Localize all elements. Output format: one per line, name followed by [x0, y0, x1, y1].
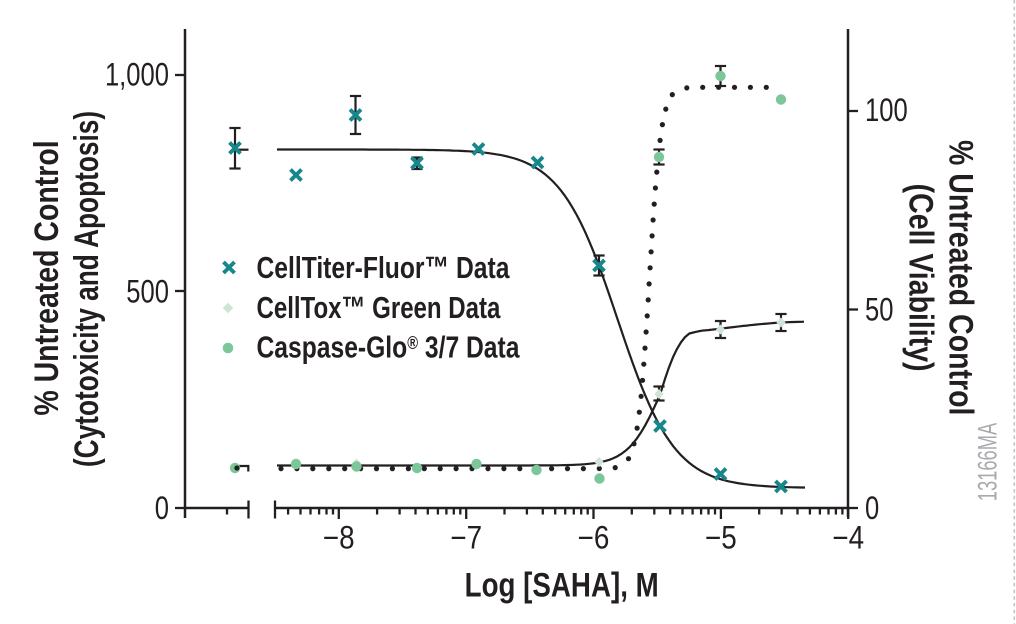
svg-text:100: 100 [865, 93, 908, 128]
svg-text:0: 0 [155, 491, 169, 526]
svg-text:−6: −6 [578, 521, 610, 556]
svg-text:(Cell Viability): (Cell Viability) [902, 184, 940, 372]
svg-text:1,000: 1,000 [105, 58, 169, 93]
svg-text:0: 0 [865, 491, 879, 526]
svg-text:(Cytotoxicity and Apoptosis): (Cytotoxicity and Apoptosis) [69, 111, 106, 467]
svg-text:−7: −7 [450, 521, 482, 556]
svg-text:500: 500 [126, 275, 169, 310]
svg-text:50: 50 [865, 293, 893, 328]
svg-text:−5: −5 [705, 521, 737, 556]
svg-text:Caspase-Glo® 3/7 Data: Caspase-Glo® 3/7 Data [257, 330, 520, 364]
svg-text:−8: −8 [323, 521, 355, 556]
svg-text:Log [SAHA], M: Log [SAHA], M [465, 566, 659, 604]
svg-text:CellTiter-Fluor™ Data: CellTiter-Fluor™ Data [257, 250, 510, 284]
svg-text:13166MA: 13166MA [972, 422, 1002, 501]
svg-text:CellTox™ Green Data: CellTox™ Green Data [257, 290, 501, 325]
svg-text:−4: −4 [832, 521, 864, 556]
svg-text:% Untreated Control: % Untreated Control [28, 140, 66, 415]
svg-text:% Untreated Control: % Untreated Control [942, 140, 980, 415]
